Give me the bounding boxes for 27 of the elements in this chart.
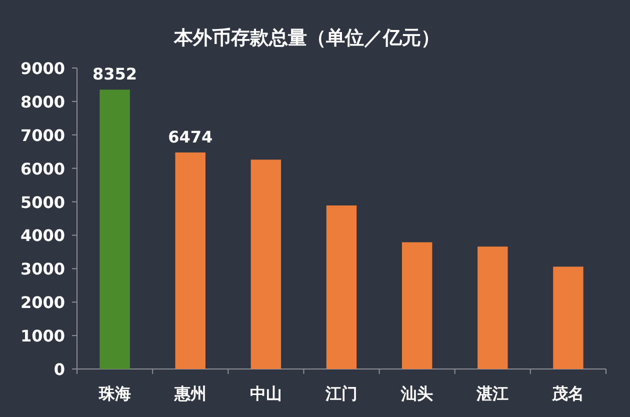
chart-title: 本外币存款总量（单位／亿元） — [173, 27, 440, 49]
x-tick-label: 中山 — [250, 384, 282, 403]
y-tick-label: 0 — [54, 360, 65, 379]
x-tick-label: 茂名 — [551, 384, 584, 403]
y-tick-label: 3000 — [20, 260, 65, 279]
bar — [553, 266, 584, 369]
y-tick-label: 6000 — [20, 159, 65, 178]
y-tick-label: 2000 — [20, 293, 65, 312]
y-tick-label: 5000 — [20, 192, 65, 212]
data-label: 8352 — [92, 64, 138, 84]
bar — [478, 246, 508, 369]
y-tick-label: 1000 — [20, 326, 65, 346]
y-tick-label: 8000 — [20, 92, 65, 112]
y-tick-label: 7000 — [20, 126, 65, 145]
y-tick-label: 4000 — [20, 226, 65, 246]
bar — [326, 205, 357, 369]
bar — [175, 152, 206, 369]
x-tick-label: 珠海 — [98, 384, 131, 403]
x-tick-label: 湛江 — [476, 384, 509, 403]
bar — [100, 90, 130, 369]
x-tick-label: 江门 — [324, 384, 358, 403]
data-label: 6474 — [168, 127, 213, 146]
y-tick-label: 9000 — [20, 59, 65, 78]
bar — [250, 160, 282, 369]
bar — [402, 242, 432, 369]
x-tick-label: 惠州 — [173, 384, 206, 403]
x-tick-label: 汕头 — [400, 384, 434, 403]
